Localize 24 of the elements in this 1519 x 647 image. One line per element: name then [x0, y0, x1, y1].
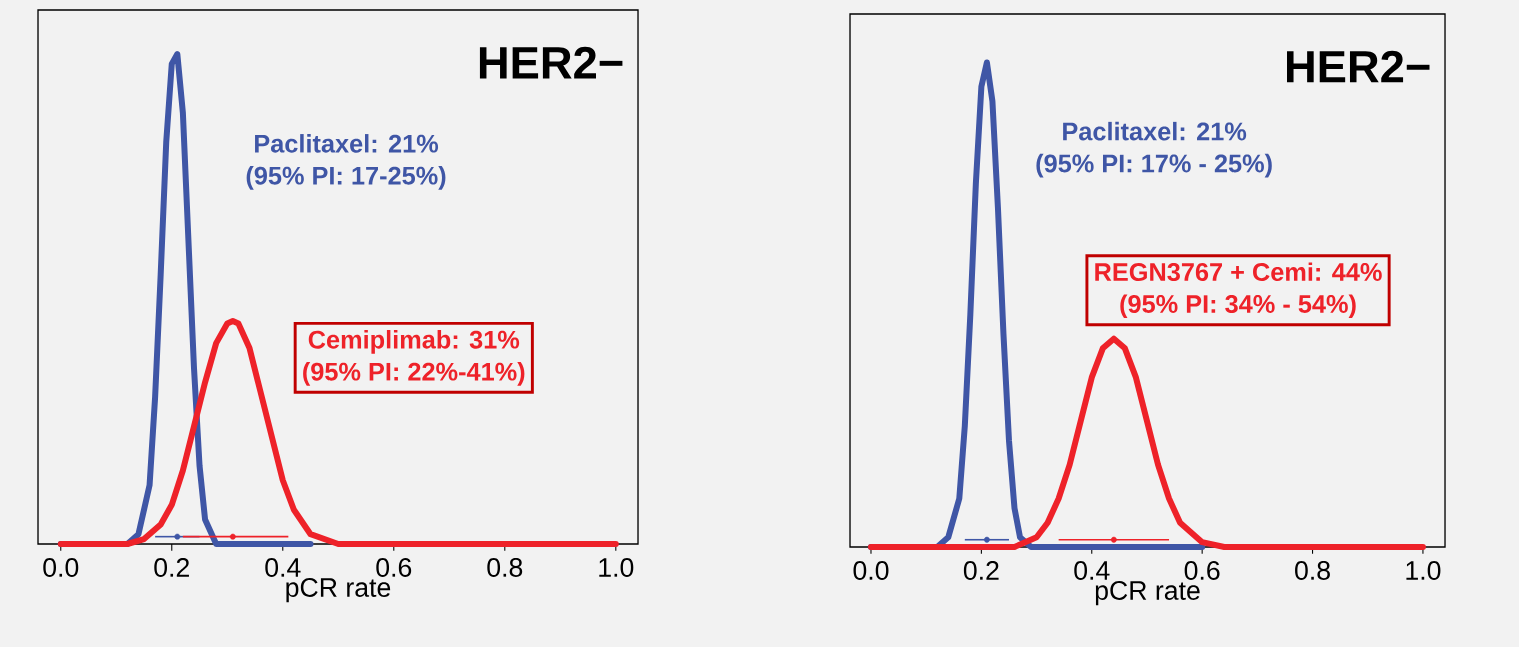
annotation: (95% PI: 17-25%) — [246, 166, 446, 190]
x-tick-label: 0.6 — [1184, 561, 1220, 580]
annotation: (95% PI: 17% - 25%) — [1036, 153, 1272, 178]
annotation: Paclitaxel: 21% — [1063, 121, 1247, 141]
x-tick-label: 0.8 — [487, 558, 523, 577]
annotation: Paclitaxel: 21% — [255, 134, 439, 153]
x-tick-label: 0.0 — [853, 561, 889, 580]
x-tick-label: 0.6 — [376, 558, 412, 577]
chart-title: HER2− — [479, 46, 623, 79]
x-tick-label: 0.0 — [43, 558, 79, 577]
x-axis-title: pCR rate — [286, 578, 391, 603]
x-tick-label: 0.4 — [265, 558, 301, 577]
x-tick-label: 0.2 — [154, 558, 189, 577]
x-tick-label: 0.4 — [1074, 561, 1110, 580]
x-tick-label: 1.0 — [1406, 561, 1441, 580]
annotation: (95% PI: 22%-41%) — [303, 362, 525, 386]
annotation: Cemiplimab: 31% — [308, 330, 520, 354]
annotation: (95% PI: 34% - 54%) — [1120, 294, 1356, 318]
x-tick-label: 0.8 — [1295, 561, 1330, 580]
x-tick-label: 0.2 — [963, 561, 999, 580]
x-tick-label: 1.0 — [599, 558, 634, 577]
annotation: REGN3767 + Cemi: 44% — [1095, 262, 1382, 282]
chart-title: HER2− — [1287, 50, 1430, 83]
x-axis-title: pCR rate — [1095, 581, 1200, 606]
